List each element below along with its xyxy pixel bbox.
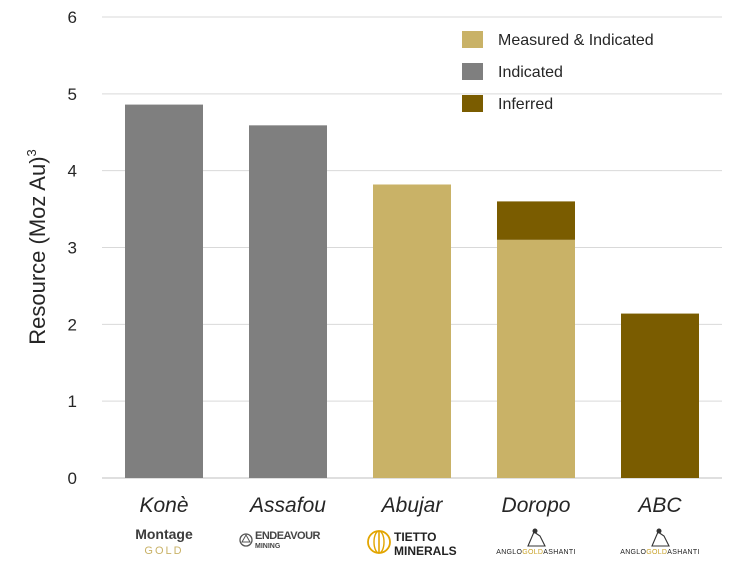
svg-text:GOLD: GOLD <box>144 545 183 557</box>
x-category-label: ABC <box>636 494 682 517</box>
y-tick-label: 6 <box>68 8 77 27</box>
x-axis: Konè Assafou Abujar Doropo ABC <box>139 494 682 517</box>
y-tick-label: 2 <box>68 315 77 334</box>
legend-label: Indicated <box>498 64 563 81</box>
bar-doropo-measured-indicated <box>497 239 575 478</box>
svg-text:Montage: Montage <box>135 526 193 542</box>
x-category-label: Doropo <box>502 494 571 517</box>
y-tick-label: 0 <box>68 469 77 488</box>
y-axis-title: Resource (Moz Au)3 <box>24 149 50 345</box>
bar-abujar-measured-indicated <box>373 184 451 478</box>
anglogold-ashanti-logo: ANGLOGOLDASHANTI <box>496 528 576 556</box>
bars <box>125 104 699 479</box>
y-tick-label: 5 <box>68 85 77 104</box>
legend-swatch <box>462 31 483 48</box>
bar-kon-indicated <box>125 104 203 478</box>
y-tick-label: 1 <box>68 392 77 411</box>
anglogold-ashanti-logo: ANGLOGOLDASHANTI <box>620 528 700 556</box>
montage-gold-logo: Montage GOLD <box>135 526 193 557</box>
svg-text:MINING: MINING <box>255 543 281 550</box>
y-axis-title-text: Resource (Moz Au) <box>25 156 50 344</box>
x-category-label: Assafou <box>248 494 326 517</box>
svg-text:ENDEAVOUR: ENDEAVOUR <box>255 530 321 542</box>
y-axis-title-superscript: 3 <box>24 149 39 156</box>
svg-text:ANGLOGOLDASHANTI: ANGLOGOLDASHANTI <box>620 549 700 556</box>
y-tick-label: 3 <box>68 239 77 258</box>
svg-text:ANGLOGOLDASHANTI: ANGLOGOLDASHANTI <box>496 549 576 556</box>
bar-abc-inferred <box>621 313 699 478</box>
legend: Measured & Indicated Indicated Inferred <box>462 31 654 113</box>
x-category-label: Konè <box>139 494 188 517</box>
svg-text:TIETTO: TIETTO <box>394 530 436 544</box>
svg-text:MINERALS: MINERALS <box>394 544 457 558</box>
legend-swatch <box>462 63 483 80</box>
bar-assafou-indicated <box>249 125 327 479</box>
x-category-label: Abujar <box>380 494 444 517</box>
y-tick-label: 4 <box>68 162 77 181</box>
legend-swatch <box>462 95 483 112</box>
legend-label: Measured & Indicated <box>498 32 654 49</box>
legend-label: Inferred <box>498 96 553 113</box>
bar-doropo-inferred <box>497 201 575 240</box>
